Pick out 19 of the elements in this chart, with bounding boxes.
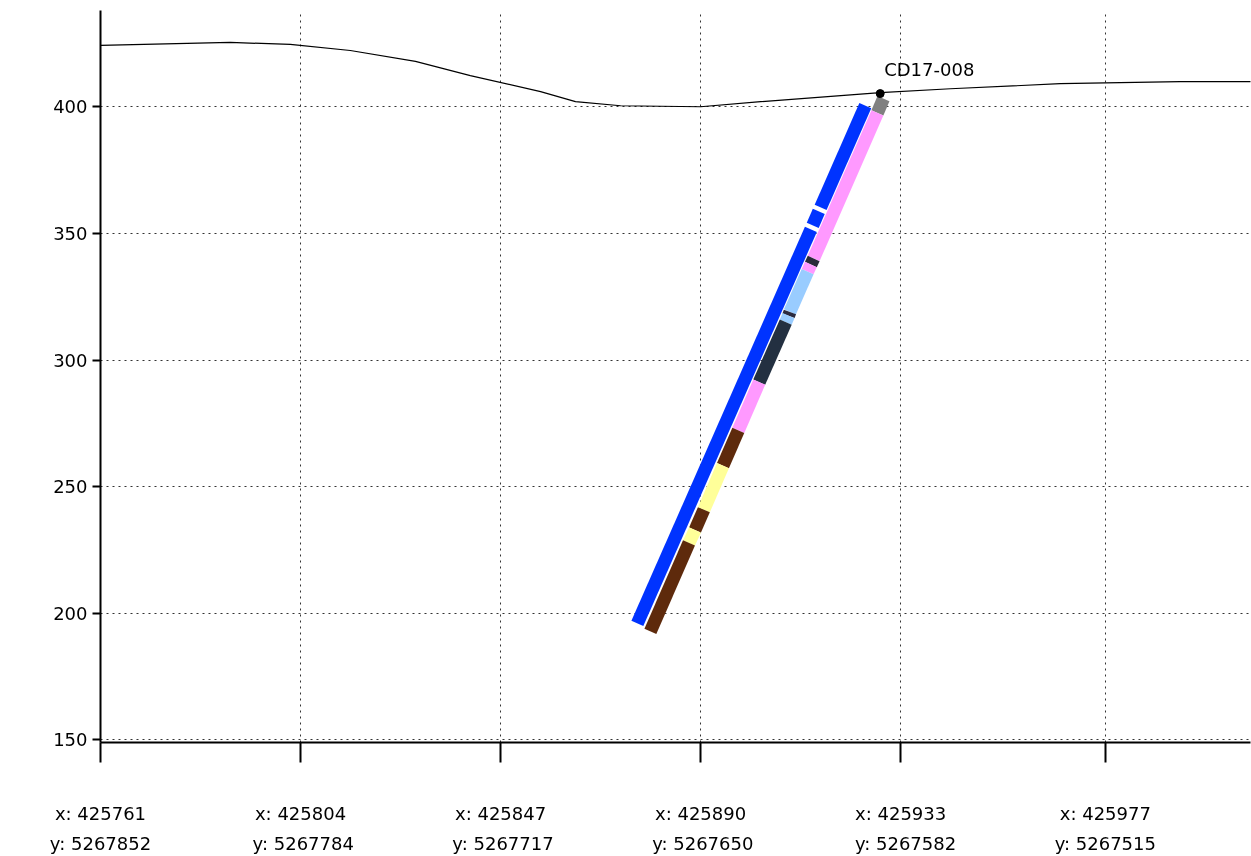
x-tick-label: x: 425761 xyxy=(54,802,147,824)
y-tick-label: 350 xyxy=(53,222,88,244)
y-tick-label: 200 xyxy=(53,602,88,624)
x-tick-label: x: 425847 xyxy=(455,802,547,824)
x2-tick-label: y: 5267650 xyxy=(652,832,754,854)
x2-tick-label: y: 5267515 xyxy=(1054,832,1156,854)
y-tick-label: 150 xyxy=(53,729,88,751)
x2-tick-label: y: 5267717 xyxy=(452,832,554,854)
x-tick-label: x: 425804 xyxy=(254,802,347,824)
y-tick-label: 400 xyxy=(53,96,88,118)
annotation: CD17-008 xyxy=(884,58,975,80)
x2-tick-label: y: 5267784 xyxy=(252,832,354,854)
x-tick-label: x: 425933 xyxy=(855,802,947,824)
x-tick-label: x: 425890 xyxy=(655,802,747,824)
x-tick-label: x: 425977 xyxy=(1059,802,1151,824)
y-tick-label: 250 xyxy=(53,476,88,498)
x2-tick-label: y: 5267852 xyxy=(49,832,152,854)
x2-tick-label: y: 5267582 xyxy=(854,832,957,854)
y-tick-label: 300 xyxy=(53,349,88,371)
